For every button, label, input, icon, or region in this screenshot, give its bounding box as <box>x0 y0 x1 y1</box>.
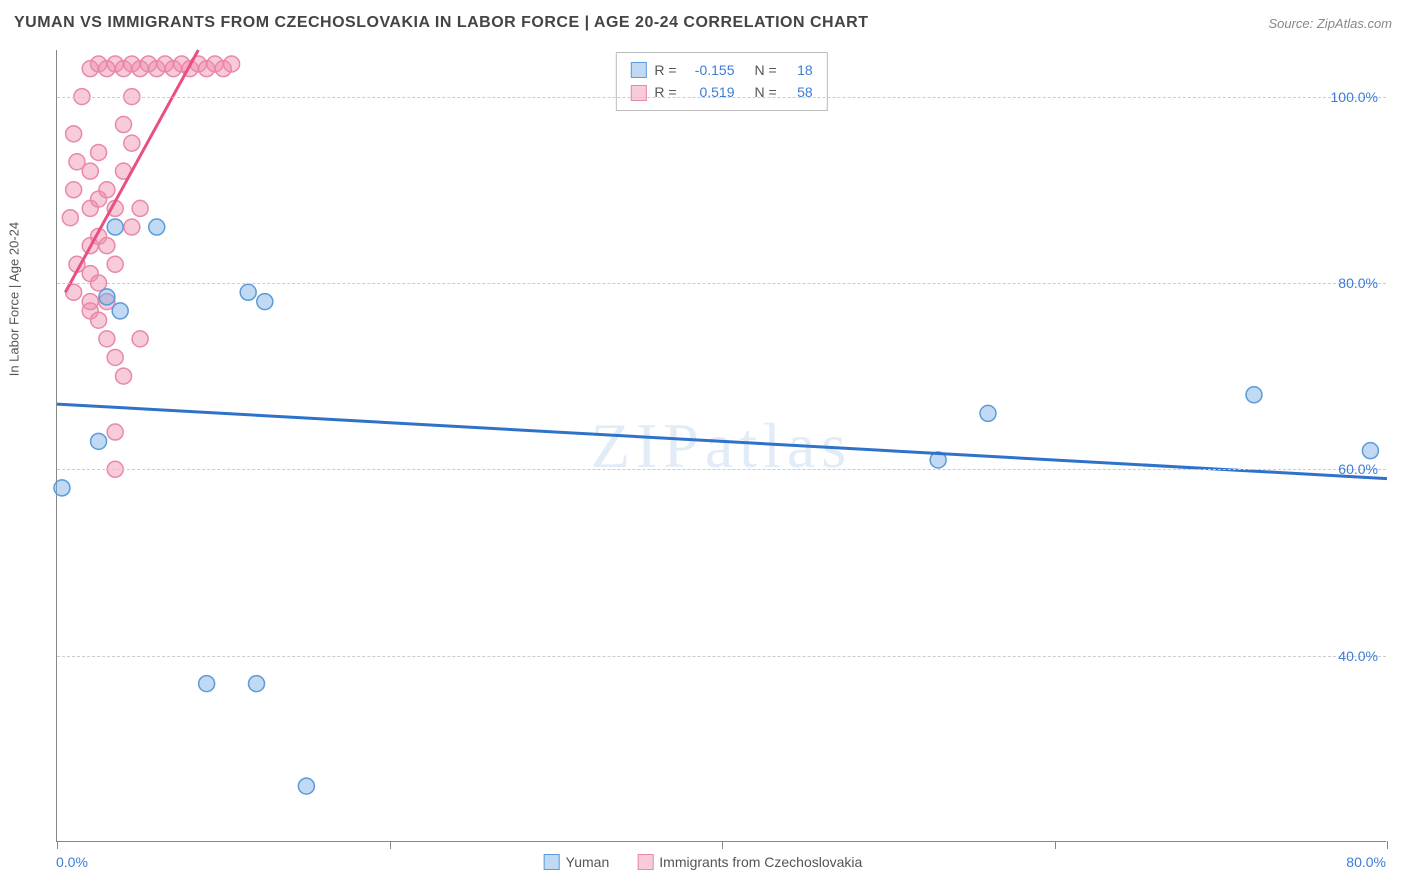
yuman-point <box>54 480 70 496</box>
yuman-point <box>249 676 265 692</box>
immigrants-point <box>124 135 140 151</box>
y-tick-label: 80.0% <box>1338 275 1378 291</box>
yuman-trend-line <box>57 404 1387 479</box>
stat-r-label: R = <box>654 81 676 103</box>
immigrants-point <box>107 349 123 365</box>
legend-swatch <box>637 854 653 870</box>
immigrants-point <box>116 117 132 133</box>
immigrants-point <box>99 238 115 254</box>
immigrants-point <box>107 256 123 272</box>
stat-n-label: N = <box>755 59 777 81</box>
immigrants-point <box>107 424 123 440</box>
immigrants-point <box>66 126 82 142</box>
immigrants-point <box>62 210 78 226</box>
yuman-point <box>298 778 314 794</box>
chart-plot-area: ZIPatlas R =-0.155N =18R =0.519N =58 40.… <box>56 50 1386 842</box>
series-legend: Yuman Immigrants from Czechoslovakia <box>544 854 863 870</box>
immigrants-point <box>99 331 115 347</box>
series-legend-label: Yuman <box>566 854 610 870</box>
legend-swatch <box>630 62 646 78</box>
yuman-point <box>980 405 996 421</box>
yuman-point <box>112 303 128 319</box>
immigrants-point <box>82 163 98 179</box>
immigrants-point <box>91 144 107 160</box>
y-tick-label: 60.0% <box>1338 461 1378 477</box>
immigrants-point <box>99 182 115 198</box>
correlation-legend: R = -0.155 N = 18 R = 0.519 N = 58 <box>615 52 827 111</box>
yuman-point <box>1246 387 1262 403</box>
grid-line <box>57 656 1386 657</box>
series-legend-label: Immigrants from Czechoslovakia <box>659 854 862 870</box>
y-tick-label: 40.0% <box>1338 648 1378 664</box>
x-tick <box>1055 841 1056 849</box>
grid-line <box>57 283 1386 284</box>
chart-title: YUMAN VS IMMIGRANTS FROM CZECHOSLOVAKIA … <box>14 14 869 32</box>
yuman-point <box>149 219 165 235</box>
stat-r-label: R = <box>654 59 676 81</box>
grid-line <box>57 97 1386 98</box>
stat-n-label: N = <box>755 81 777 103</box>
x-tick <box>390 841 391 849</box>
stat-r-value: -0.155 <box>685 59 735 81</box>
x-tick <box>1387 841 1388 849</box>
series-legend-item: Yuman <box>544 854 610 870</box>
immigrants-point <box>124 219 140 235</box>
y-axis-label: In Labor Force | Age 20-24 <box>7 222 22 376</box>
x-tick <box>722 841 723 849</box>
x-tick <box>57 841 58 849</box>
immigrants-point <box>224 56 240 72</box>
immigrants-point <box>91 312 107 328</box>
legend-stat-row: R = 0.519 N = 58 <box>630 81 812 103</box>
y-tick-label: 100.0% <box>1331 89 1378 105</box>
chart-svg <box>57 50 1386 841</box>
yuman-point <box>257 294 273 310</box>
immigrants-point <box>132 200 148 216</box>
yuman-point <box>91 433 107 449</box>
series-legend-item: Immigrants from Czechoslovakia <box>637 854 862 870</box>
grid-line <box>57 469 1386 470</box>
yuman-point <box>107 219 123 235</box>
yuman-point <box>240 284 256 300</box>
stat-r-value: 0.519 <box>685 81 735 103</box>
immigrants-point <box>66 182 82 198</box>
legend-swatch <box>630 85 646 101</box>
x-tick-label: 0.0% <box>56 854 88 870</box>
legend-swatch <box>544 854 560 870</box>
immigrants-point <box>82 294 98 310</box>
yuman-point <box>1362 443 1378 459</box>
source-label: Source: ZipAtlas.com <box>1268 16 1392 31</box>
stat-n-value: 58 <box>785 81 813 103</box>
yuman-point <box>199 676 215 692</box>
immigrants-point <box>116 368 132 384</box>
x-tick-label: 80.0% <box>1346 854 1386 870</box>
immigrants-point <box>132 331 148 347</box>
yuman-point <box>99 289 115 305</box>
stat-n-value: 18 <box>785 59 813 81</box>
legend-stat-row: R = -0.155 N = 18 <box>630 59 812 81</box>
